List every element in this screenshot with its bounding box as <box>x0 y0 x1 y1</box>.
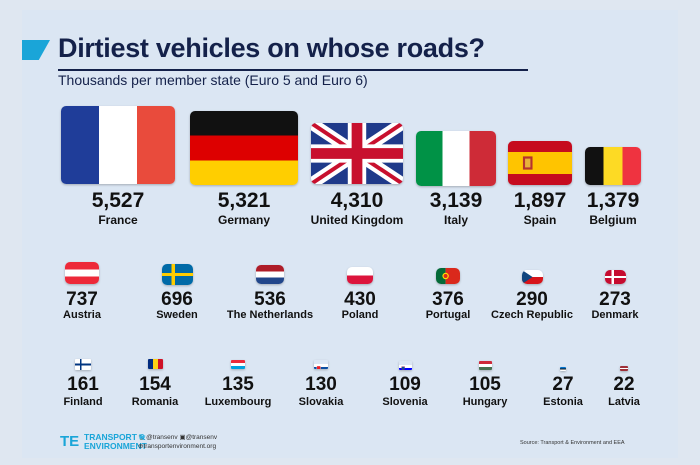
value-label-poland: 430 <box>344 289 376 310</box>
website-link[interactable]: transportenvironment.org <box>143 443 217 450</box>
flag-poland-icon <box>347 267 373 284</box>
flag-germany-icon <box>190 111 298 185</box>
twitter-icon: 🐦 <box>138 434 147 441</box>
flag-luxembourg-icon <box>231 360 245 369</box>
country-label-portugal: Portugal <box>425 309 471 321</box>
country-label-slovenia: Slovenia <box>382 396 428 408</box>
value-label-portugal: 376 <box>432 289 464 310</box>
value-label-luxembourg: 135 <box>222 374 254 395</box>
country-label-austria: Austria <box>63 309 101 321</box>
country-label-estonia: Estonia <box>543 396 583 408</box>
twitter-handle[interactable]: @transenv <box>146 434 178 441</box>
background-panel <box>22 10 678 458</box>
country-label-slovakia: Slovakia <box>298 396 344 408</box>
facebook-handle[interactable]: @transenv <box>185 434 218 441</box>
flag-romania-icon <box>147 359 163 369</box>
country-label-czech-republic: Czech Republic <box>491 309 573 321</box>
flag-estonia-icon <box>560 367 566 371</box>
country-label-poland: Poland <box>341 309 379 321</box>
country-label-sweden: Sweden <box>156 309 198 321</box>
value-label-slovenia: 109 <box>389 374 421 395</box>
value-label-romania: 154 <box>139 374 171 395</box>
flag-portugal-icon <box>436 268 460 284</box>
flag-united-kingdom-icon <box>311 123 403 184</box>
title-underline <box>58 69 528 71</box>
value-label-france: 5,527 <box>91 189 145 212</box>
flag-austria-icon <box>65 262 99 284</box>
value-label-sweden: 696 <box>161 289 193 310</box>
country-label-italy: Italy <box>443 213 469 227</box>
country-label-denmark: Denmark <box>591 309 639 321</box>
flag-hungary-icon <box>478 361 492 370</box>
flag-spain-icon <box>508 141 572 185</box>
social-links: 🐦@transenv ▣@transenv ⊕transportenvironm… <box>138 433 217 451</box>
value-label-belgium: 1,379 <box>586 189 640 212</box>
country-label-luxembourg: Luxembourg <box>204 396 272 408</box>
value-label-slovakia: 130 <box>305 374 337 395</box>
value-label-czech-republic: 290 <box>516 289 548 310</box>
value-label-italy: 3,139 <box>429 189 483 212</box>
value-label-the-netherlands: 536 <box>254 289 286 310</box>
flag-finland-icon <box>75 359 91 370</box>
country-label-belgium: Belgium <box>589 213 637 227</box>
value-label-united-kingdom: 4,310 <box>330 189 384 212</box>
source-note: Source: Transport & Environment and EEA <box>520 440 625 446</box>
flag-czech-republic-icon <box>521 270 543 284</box>
logo-text: TRANSPORT & ENVIRONMENT <box>84 433 147 451</box>
value-label-germany: 5,321 <box>217 189 271 212</box>
country-label-hungary: Hungary <box>462 396 508 408</box>
country-label-latvia: Latvia <box>608 396 640 408</box>
country-label-france: France <box>98 213 138 227</box>
country-label-spain: Spain <box>523 213 557 227</box>
flag-denmark-icon <box>604 270 626 284</box>
value-label-latvia: 22 <box>613 374 635 395</box>
value-label-hungary: 105 <box>469 374 501 395</box>
flag-belgium-icon <box>585 147 641 185</box>
te-logo-icon: TE <box>60 433 80 450</box>
facebook-icon: ▣ <box>179 434 186 441</box>
country-label-finland: Finland <box>63 396 103 408</box>
logo-line2: ENVIRONMENT <box>84 441 147 451</box>
value-label-finland: 161 <box>67 374 99 395</box>
flag-italy-icon <box>416 131 496 186</box>
flag-sweden-icon <box>161 264 193 285</box>
country-label-romania: Romania <box>131 396 179 408</box>
value-label-austria: 737 <box>66 289 98 310</box>
flag-slovakia-icon <box>314 360 328 369</box>
flag-the-netherlands-icon <box>256 265 284 284</box>
chart-title: Dirtiest vehicles on whose roads? <box>58 33 485 63</box>
country-label-the-netherlands: The Netherlands <box>226 309 314 321</box>
value-label-spain: 1,897 <box>513 189 567 212</box>
country-label-united-kingdom: United Kingdom <box>310 213 404 227</box>
chart-subtitle: Thousands per member state (Euro 5 and E… <box>58 72 368 88</box>
value-label-denmark: 273 <box>599 289 631 310</box>
country-label-germany: Germany <box>217 213 271 227</box>
flag-france-icon <box>61 106 175 184</box>
flag-latvia-icon <box>620 366 628 371</box>
globe-icon: ⊕ <box>138 443 144 450</box>
flag-slovenia-icon <box>398 361 412 370</box>
value-label-estonia: 27 <box>552 374 574 395</box>
logo-line1: TRANSPORT & <box>84 432 146 442</box>
